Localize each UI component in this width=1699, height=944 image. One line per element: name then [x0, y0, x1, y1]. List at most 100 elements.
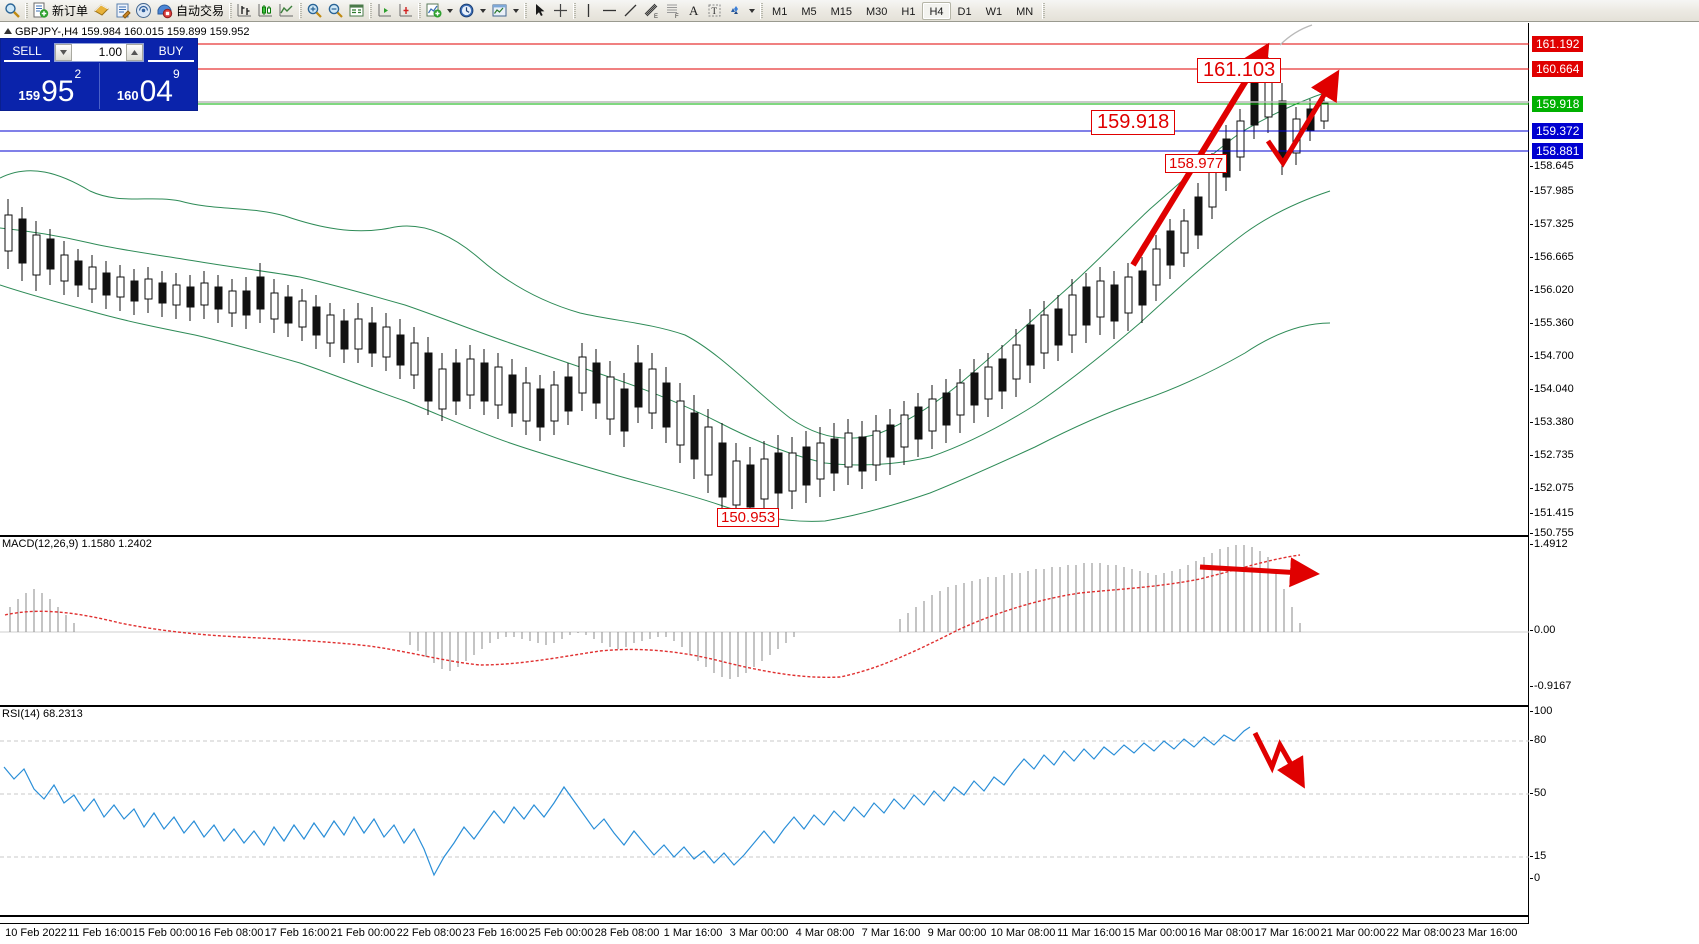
time-tick: 16 Feb 08:00 — [198, 927, 264, 939]
time-tick: 16 Mar 08:00 — [1188, 927, 1254, 939]
annotation-150953[interactable]: 150.953 — [717, 508, 780, 527]
annotation-158977[interactable]: 158.977 — [1165, 154, 1228, 173]
clock-icon[interactable] — [456, 1, 477, 21]
annotation-159918[interactable]: 159.918 — [1091, 110, 1176, 135]
symbol-header-text: GBPJPY-,H4 159.984 160.015 159.899 159.9… — [15, 26, 250, 38]
chevron-down-icon[interactable] — [480, 8, 487, 13]
toolbar-separator — [758, 2, 765, 20]
magnifier-icon[interactable] — [2, 1, 23, 21]
rsi-tick: 15 — [1529, 850, 1547, 862]
trendline-icon[interactable] — [620, 1, 641, 21]
time-tick: 1 Mar 16:00 — [663, 927, 723, 939]
price-tick: 158.645 — [1530, 160, 1574, 172]
toolbar-separator — [416, 2, 423, 20]
timeframe-w1[interactable]: W1 — [985, 5, 1003, 18]
text-icon[interactable]: A — [683, 1, 704, 21]
rsi-pane[interactable]: RSI(14) 68.2313 — [0, 705, 1529, 917]
timeframe-m1[interactable]: M1 — [772, 5, 788, 18]
toolbar-separator — [23, 2, 30, 20]
time-axis[interactable]: 10 Feb 2022 11 Feb 16:00 15 Feb 00:00 16… — [0, 923, 1529, 944]
timeframe-m15[interactable]: M15 — [830, 5, 852, 18]
timeframe-h4[interactable]: H4 — [922, 1, 951, 20]
channel-icon[interactable]: E — [641, 1, 662, 21]
chevron-down-icon[interactable] — [749, 8, 756, 13]
chart-window[interactable]: GBPJPY-,H4 159.984 160.015 159.899 159.9… — [0, 23, 1699, 944]
chart-shift-icon[interactable] — [374, 1, 395, 21]
arrow-cursor-icon[interactable] — [529, 1, 550, 21]
signals-icon[interactable] — [133, 1, 154, 21]
macd-label: MACD(12,26,9) 1.1580 1.2402 — [2, 538, 152, 550]
rsi-plot — [0, 726, 1529, 877]
candlestick-icon[interactable] — [255, 1, 276, 21]
data-window-icon[interactable] — [346, 1, 367, 21]
auto-scroll-icon[interactable] — [395, 1, 416, 21]
sell-price-main: 95 — [41, 75, 75, 108]
plot-border — [0, 23, 1529, 923]
fibonacci-icon[interactable]: F — [662, 1, 683, 21]
buy-price[interactable]: 160 04 9 — [98, 63, 198, 109]
chevron-down-icon[interactable] — [513, 8, 520, 13]
symbol-marker-icon — [4, 28, 12, 34]
toolbar-separator — [571, 2, 578, 20]
shapes-icon[interactable] — [725, 1, 746, 21]
svg-text:E: E — [654, 14, 658, 19]
line-chart-icon[interactable] — [276, 1, 297, 21]
expert-icon[interactable] — [91, 1, 112, 21]
rsi-tick: 50 — [1529, 787, 1547, 799]
horizontal-line-icon[interactable] — [599, 1, 620, 21]
time-tick: 28 Feb 08:00 — [594, 927, 660, 939]
annotation-161103[interactable]: 161.103 — [1197, 58, 1282, 83]
autotrading-button[interactable]: 自动交易 — [154, 1, 227, 21]
price-tick: 152.735 — [1530, 449, 1574, 461]
new-order-label: 新订单 — [52, 4, 89, 18]
timeframe-mn[interactable]: MN — [1016, 5, 1034, 18]
zoom-out-icon[interactable] — [325, 1, 346, 21]
price-label-160664: 160.664 — [1532, 61, 1584, 77]
sell-button[interactable]: SELL — [4, 42, 50, 62]
indicators-icon[interactable] — [423, 1, 444, 21]
price-tick: 157.985 — [1530, 185, 1574, 197]
timeframe-d1[interactable]: D1 — [957, 5, 972, 18]
metaeditor-icon[interactable] — [112, 1, 133, 21]
macd-pane[interactable]: MACD(12,26,9) 1.1580 1.2402 — [0, 535, 1529, 703]
volume-value: 1.00 — [98, 45, 122, 59]
volume-input[interactable]: 1.00 — [54, 42, 144, 62]
price-pane[interactable]: 161.103 159.918 158.977 150.953 — [0, 23, 1529, 533]
crosshair-icon[interactable] — [550, 1, 571, 21]
toolbar-separator — [522, 2, 529, 20]
volume-up-icon[interactable] — [126, 43, 143, 61]
timeframe-m30[interactable]: M30 — [866, 5, 888, 18]
templates-icon[interactable] — [489, 1, 510, 21]
macd-tick: 0.00 — [1529, 624, 1556, 636]
sell-price[interactable]: 159 95 2 — [1, 63, 99, 109]
volume-down-icon[interactable] — [55, 43, 72, 61]
price-tick: 154.700 — [1530, 350, 1574, 362]
price-plot — [0, 24, 1529, 523]
toolbar-separator — [1040, 2, 1047, 20]
price-label-161192: 161.192 — [1532, 36, 1584, 52]
timeframe-h1[interactable]: H1 — [901, 5, 916, 18]
zoom-in-icon[interactable] — [304, 1, 325, 21]
price-tick: 152.075 — [1530, 482, 1574, 494]
new-order-button[interactable]: 新订单 — [30, 1, 91, 21]
time-tick: 11 Feb 16:00 — [67, 927, 133, 939]
bar-chart-icon[interactable] — [234, 1, 255, 21]
time-tick: 10 Mar 08:00 — [990, 927, 1056, 939]
time-tick: 22 Feb 08:00 — [396, 927, 462, 939]
macd-tick: 1.4912 — [1530, 538, 1568, 550]
vertical-line-icon[interactable] — [578, 1, 599, 21]
price-tick: 156.020 — [1530, 284, 1574, 296]
toolbar-separator — [227, 2, 234, 20]
chevron-down-icon[interactable] — [447, 8, 454, 13]
time-tick: 17 Feb 16:00 — [264, 927, 330, 939]
buy-button[interactable]: BUY — [148, 42, 194, 62]
buy-price-fraction: 9 — [172, 67, 180, 81]
macd-tick: -0.9167 — [1529, 680, 1572, 692]
text-label-icon[interactable]: T — [704, 1, 725, 21]
one-click-trading-panel[interactable]: SELL 1.00 BUY 159 95 2 160 04 9 — [0, 38, 198, 111]
main-toolbar: 新订单 自动交易 — [0, 0, 1699, 22]
price-tick: 156.665 — [1530, 251, 1574, 263]
timeframe-m5[interactable]: M5 — [801, 5, 817, 18]
price-axis[interactable]: 161.192 160.664 159.918 159.372 158.881 … — [1529, 23, 1699, 923]
toolbar-separator — [367, 2, 374, 20]
